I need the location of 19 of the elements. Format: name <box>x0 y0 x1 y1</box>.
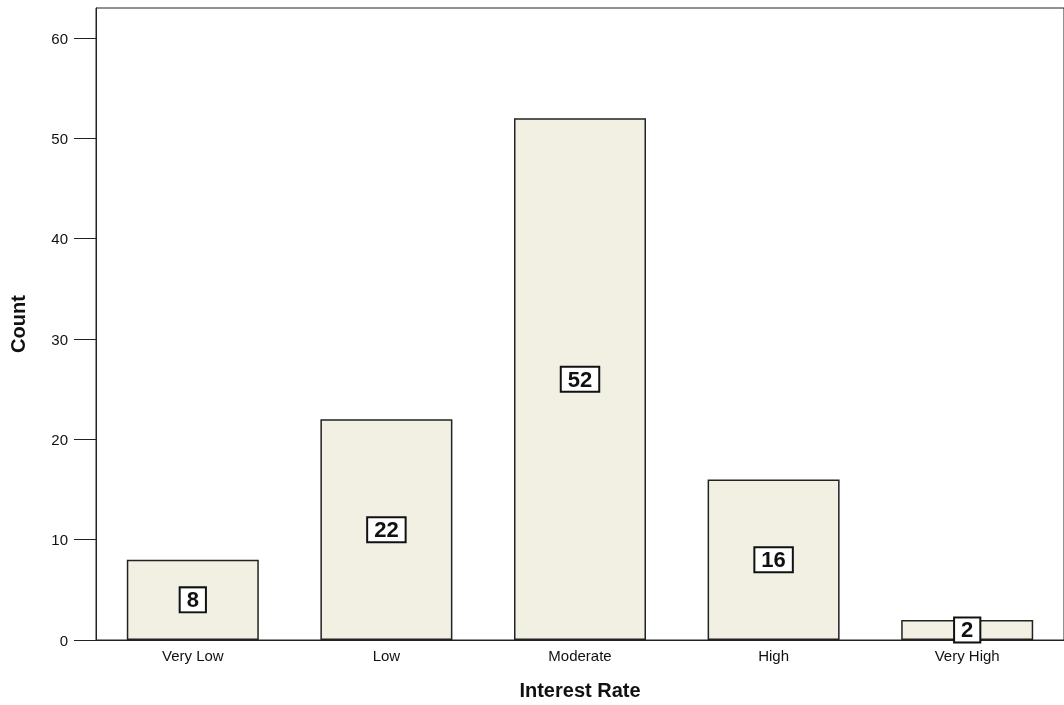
x-tick-label: Moderate <box>548 647 612 664</box>
data-label: 8 <box>186 587 199 613</box>
x-axis-title: Interest Rate <box>519 679 641 701</box>
y-tick-label: 0 <box>59 631 68 649</box>
x-tick-label: Very Low <box>161 647 224 664</box>
x-tick-label: Very High <box>934 647 1000 664</box>
data-label: 52 <box>567 366 593 392</box>
x-tick-label: Low <box>372 647 401 664</box>
y-tick-label: 20 <box>51 430 68 448</box>
y-tick-label: 10 <box>51 531 68 549</box>
y-tick-label: 50 <box>51 129 68 147</box>
y-axis-title: Count <box>7 294 29 353</box>
y-tick-label: 30 <box>51 330 68 348</box>
y-tick-label: 40 <box>51 230 68 248</box>
data-label: 16 <box>761 547 786 573</box>
data-label: 22 <box>374 517 399 543</box>
data-label: 2 <box>961 617 974 643</box>
y-tick-label: 60 <box>51 29 68 47</box>
x-tick-label: High <box>758 647 790 664</box>
